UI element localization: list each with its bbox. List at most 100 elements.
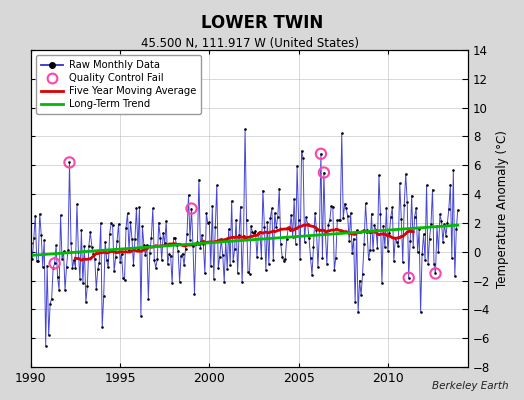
Point: [318, 254, 326, 261]
Point: [66, 159, 74, 166]
Point: [227, 198, 236, 204]
Point: [156, 234, 165, 241]
Point: [187, 205, 195, 212]
Point: [367, 210, 376, 217]
Point: [183, 231, 191, 237]
Point: [184, 192, 193, 198]
Point: [121, 277, 129, 283]
Point: [104, 264, 112, 271]
Point: [376, 211, 385, 217]
Point: [103, 257, 111, 263]
Point: [85, 243, 93, 249]
Point: [167, 252, 175, 259]
Point: [446, 181, 454, 188]
Point: [369, 247, 377, 253]
Point: [399, 258, 407, 265]
Point: [305, 234, 313, 241]
Point: [146, 250, 154, 256]
Point: [223, 266, 232, 272]
Point: [449, 167, 457, 173]
Point: [315, 227, 324, 234]
Point: [245, 271, 254, 277]
Point: [239, 232, 248, 239]
Point: [61, 287, 69, 293]
Point: [337, 130, 346, 137]
Point: [282, 236, 291, 242]
Point: [155, 219, 163, 226]
Point: [308, 272, 316, 278]
Point: [261, 266, 270, 273]
Point: [260, 223, 269, 230]
Point: [205, 219, 214, 226]
Point: [55, 287, 63, 293]
Point: [302, 214, 310, 220]
Point: [320, 169, 328, 176]
Text: LOWER TWIN: LOWER TWIN: [201, 14, 323, 32]
Point: [278, 254, 287, 260]
Point: [50, 260, 59, 266]
Point: [392, 238, 401, 245]
Point: [108, 222, 117, 229]
Point: [354, 309, 362, 316]
Point: [168, 280, 177, 286]
Point: [252, 227, 260, 234]
Point: [67, 240, 75, 246]
Point: [242, 217, 250, 223]
Point: [58, 256, 66, 262]
Point: [417, 309, 425, 315]
Point: [364, 256, 373, 263]
Point: [162, 218, 170, 224]
Point: [303, 220, 312, 227]
Point: [92, 286, 101, 292]
Point: [96, 220, 105, 226]
Point: [412, 205, 420, 211]
Point: [174, 248, 182, 254]
Point: [259, 187, 267, 194]
Point: [113, 238, 121, 244]
Y-axis label: Temperature Anomaly (°C): Temperature Anomaly (°C): [496, 130, 509, 288]
Point: [366, 247, 374, 253]
Point: [116, 258, 124, 265]
Point: [286, 227, 294, 233]
Point: [211, 224, 220, 230]
Point: [431, 270, 440, 277]
Point: [284, 225, 292, 232]
Point: [86, 229, 94, 235]
Point: [238, 279, 246, 285]
Point: [451, 273, 459, 279]
Point: [309, 244, 318, 250]
Point: [382, 205, 390, 211]
Point: [247, 223, 255, 230]
Point: [34, 258, 42, 264]
Point: [215, 254, 224, 260]
Point: [424, 261, 432, 268]
Point: [400, 202, 408, 208]
Point: [210, 276, 218, 282]
Point: [434, 249, 443, 255]
Point: [41, 342, 50, 349]
Legend: Raw Monthly Data, Quality Control Fail, Five Year Moving Average, Long-Term Tren: Raw Monthly Data, Quality Control Fail, …: [36, 55, 201, 114]
Point: [75, 276, 84, 282]
Point: [428, 186, 436, 193]
Point: [231, 246, 239, 252]
Point: [342, 205, 351, 212]
Point: [307, 254, 315, 261]
Point: [82, 299, 90, 306]
Point: [378, 280, 386, 286]
Point: [333, 217, 342, 224]
Point: [314, 264, 322, 270]
Point: [153, 256, 161, 263]
Point: [348, 250, 356, 256]
Point: [208, 203, 216, 209]
Point: [91, 256, 99, 262]
Point: [95, 259, 103, 266]
Point: [445, 205, 453, 212]
Point: [201, 270, 209, 277]
Point: [98, 324, 106, 330]
Point: [410, 214, 419, 220]
Point: [73, 201, 81, 207]
Point: [291, 240, 300, 247]
Point: [177, 252, 185, 259]
Point: [287, 212, 296, 219]
Point: [112, 254, 120, 261]
